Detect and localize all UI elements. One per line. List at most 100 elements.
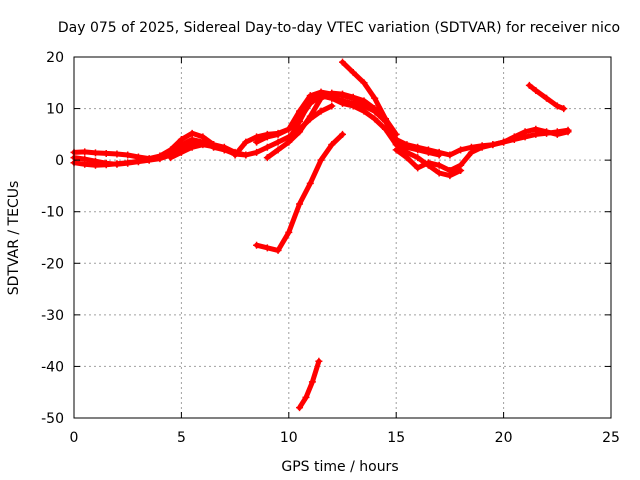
y-tick-label: 0 (55, 153, 64, 169)
data-point (124, 151, 132, 159)
data-point (306, 112, 314, 120)
data-point (308, 378, 316, 386)
series-line (297, 358, 322, 411)
data-point (242, 138, 250, 146)
data-point (435, 169, 443, 177)
data-point (360, 79, 368, 87)
x-axis-label: GPS time / hours (281, 459, 398, 475)
series-arc-m (296, 357, 323, 412)
x-tick-label: 5 (177, 430, 186, 446)
data-point (553, 130, 561, 138)
y-tick-labels: -50 -40 -30 -20 -10 0 10 20 (41, 50, 64, 427)
data-point (253, 138, 261, 146)
data-point (500, 138, 508, 146)
data-point (478, 143, 486, 151)
data-point (371, 115, 379, 123)
data-point (317, 107, 325, 115)
data-point (274, 130, 282, 138)
data-traces (70, 58, 572, 412)
data-point (296, 404, 304, 412)
series-line (340, 59, 571, 158)
data-point (510, 133, 518, 141)
data-point (134, 158, 142, 166)
data-point (446, 151, 454, 159)
data-point (167, 154, 175, 162)
data-point (91, 157, 99, 165)
data-point (263, 143, 271, 151)
data-point (414, 164, 422, 172)
x-tick-labels: 0 5 10 15 20 25 (70, 430, 620, 446)
data-point (210, 143, 218, 151)
data-point (317, 156, 325, 164)
data-point (306, 97, 314, 105)
data-point (339, 130, 346, 138)
data-point (263, 244, 271, 252)
data-point (145, 156, 153, 164)
data-point (349, 68, 357, 76)
data-point (274, 246, 282, 254)
data-point (263, 154, 271, 162)
data-point (435, 148, 443, 156)
series-arc-j (392, 125, 572, 174)
data-point (349, 93, 357, 101)
data-point (102, 149, 110, 157)
data-point (285, 228, 293, 236)
data-point (339, 99, 346, 107)
data-point (199, 141, 207, 149)
data-point (403, 141, 411, 149)
data-point (532, 125, 540, 133)
series-arc-l (253, 130, 346, 254)
data-point (525, 81, 533, 89)
data-point (328, 141, 336, 149)
data-point (188, 129, 196, 137)
x-tick-label: 15 (387, 430, 405, 446)
data-point (339, 90, 346, 98)
x-tick-label: 20 (495, 430, 513, 446)
data-point (81, 155, 89, 163)
data-point (242, 151, 250, 159)
data-point (381, 125, 389, 133)
data-point (360, 107, 368, 115)
data-point (457, 161, 465, 169)
data-point (306, 179, 314, 187)
data-point (414, 154, 422, 162)
data-point (414, 143, 422, 151)
data-point (467, 148, 475, 156)
data-point (124, 159, 132, 167)
series-arc-k (525, 81, 568, 113)
data-point (371, 94, 379, 102)
data-point (328, 94, 336, 102)
data-point (102, 159, 110, 167)
data-point (296, 128, 304, 136)
y-tick-label: 10 (46, 102, 64, 118)
data-point (188, 143, 196, 151)
data-point (489, 141, 497, 149)
x-tick-label: 25 (602, 430, 620, 446)
axis-ticks (73, 56, 612, 419)
x-tick-label: 10 (280, 430, 298, 446)
data-point (113, 160, 121, 168)
y-tick-label: -10 (41, 205, 64, 221)
data-point (435, 161, 443, 169)
plot-frame (73, 56, 612, 419)
data-point (543, 94, 551, 102)
data-point (113, 150, 121, 158)
data-point (296, 117, 304, 125)
data-point (564, 128, 572, 136)
data-point (381, 115, 389, 123)
data-point (81, 148, 89, 156)
data-point (285, 136, 293, 144)
x-tick-label: 0 (70, 430, 79, 446)
data-point (177, 148, 185, 156)
data-point (424, 146, 432, 154)
data-point (263, 133, 271, 141)
data-point (220, 146, 228, 154)
data-point (285, 125, 293, 133)
chart-title: Day 075 of 2025, Sidereal Day-to-day VTE… (58, 20, 620, 36)
grid-lines (74, 57, 611, 418)
data-point (457, 146, 465, 154)
data-point (521, 128, 529, 136)
data-point (371, 107, 379, 115)
